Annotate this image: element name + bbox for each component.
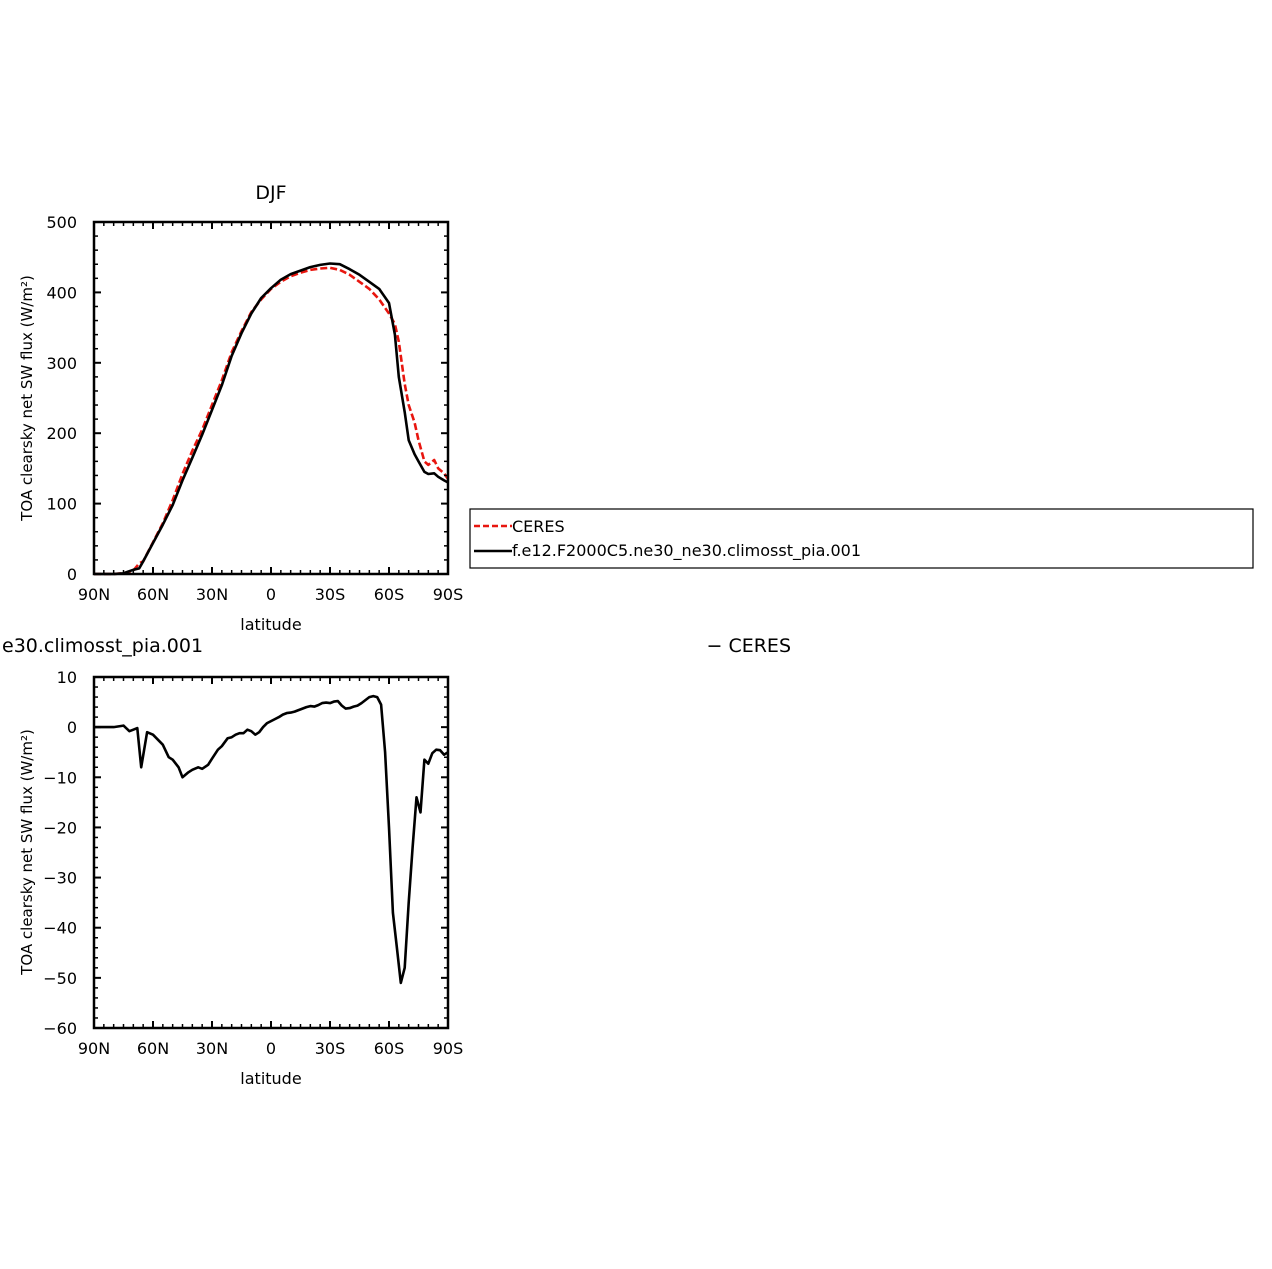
bottom-panel-title: e30.climosst_pia.001	[2, 635, 203, 657]
bottom-panel: e30.climosst_pia.001 − CERES 90N 60N 30N 0 3…	[2, 635, 791, 1088]
bottom-series-line-0	[94, 694, 449, 985]
top-y-tick-label: 200	[46, 424, 77, 443]
top-x-tick-label: 30N	[196, 585, 228, 604]
bottom-x-tick-label: 0	[266, 1039, 276, 1058]
bottom-y-tick-label: 0	[67, 718, 77, 737]
top-plot-frame	[92, 220, 450, 576]
top-ticks-group: 90N 60N 30N 0 30S 60S 90S 0 100 200 300 400 500	[46, 213, 463, 604]
top-y-tick-label: 0	[67, 565, 77, 584]
bottom-x-tick-label: 60N	[137, 1039, 169, 1058]
bottom-x-tick-label: 30S	[315, 1039, 346, 1058]
top-x-tick-label: 90S	[433, 585, 464, 604]
bottom-x-tick-label: 30N	[196, 1039, 228, 1058]
top-x-tick-label: 0	[266, 585, 276, 604]
bottom-y-axis-title: TOA clearsky net SW flux (W/m²)	[18, 729, 36, 976]
bottom-plot-frame	[92, 675, 450, 1030]
top-y-tick-label: 400	[46, 283, 77, 302]
bottom-x-tick-label: 90N	[78, 1039, 110, 1058]
bottom-y-tick-label: −10	[43, 768, 77, 787]
bottom-x-tick-label: 60S	[374, 1039, 405, 1058]
legend-box	[469, 508, 1254, 569]
bottom-y-tick-label: −60	[43, 1019, 77, 1038]
top-panel-title: DJF	[255, 182, 286, 204]
legend: CERES f.e12.F2000C5.ne30_ne30.climosst_p…	[469, 508, 1254, 569]
top-series-line-1	[94, 262, 449, 576]
top-panel: DJF 90N 60N 30N 0 30S 60S 90S0100200300400500 …	[18, 182, 463, 634]
legend-ceres-label: CERES	[512, 517, 565, 536]
top-series-group	[94, 262, 450, 576]
bottom-y-tick-label: 10	[57, 668, 77, 687]
top-x-axis-title: latitude	[240, 615, 301, 634]
top-series-line-0	[94, 266, 450, 576]
bottom-x-axis-title: latitude	[240, 1069, 301, 1088]
bottom-x-tick-label: 90S	[433, 1039, 464, 1058]
legend-model-label: f.e12.F2000C5.ne30_ne30.climosst_pia.001	[512, 541, 861, 561]
bottom-series-group	[94, 694, 449, 985]
top-x-tick-label: 30S	[315, 585, 346, 604]
top-x-tick-label: 60S	[374, 585, 405, 604]
top-x-tick-label: 90N	[78, 585, 110, 604]
bottom-y-tick-label: −40	[43, 919, 77, 938]
bottom-y-tick-label: −20	[43, 818, 77, 837]
top-y-tick-label: 500	[46, 213, 77, 232]
bottom-y-tick-label: −30	[43, 869, 77, 888]
top-y-tick-label: 100	[46, 495, 77, 514]
bottom-ticks-group: 90N 60N 30N 0 30S 60S 90S 10 0 −10 −20 −30 −40 −50 −60	[43, 668, 463, 1058]
bottom-panel-right-title: − CERES	[707, 635, 792, 657]
top-y-axis-title: TOA clearsky net SW flux (W/m²)	[18, 275, 36, 522]
top-y-tick-label: 300	[46, 354, 77, 373]
bottom-y-tick-label: −50	[43, 969, 77, 988]
top-x-tick-label: 60N	[137, 585, 169, 604]
